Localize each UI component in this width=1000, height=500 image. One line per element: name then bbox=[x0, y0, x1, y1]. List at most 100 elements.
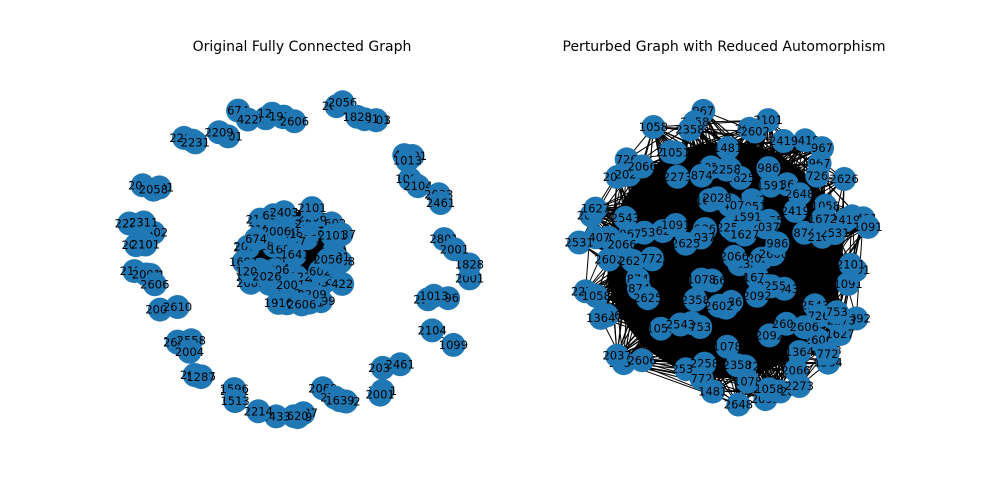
node-label: 2101 bbox=[297, 201, 326, 215]
node-label: 1364 bbox=[785, 345, 814, 359]
node-label: 422 bbox=[331, 277, 353, 291]
graph-node: 772 bbox=[815, 341, 840, 366]
node-label: 1828 bbox=[343, 110, 372, 124]
node-label: 1627 bbox=[581, 202, 610, 216]
node-label: 2273 bbox=[663, 170, 692, 184]
graph-node bbox=[183, 130, 208, 155]
graph-node bbox=[289, 292, 314, 317]
graph-node-core: 422 bbox=[330, 271, 355, 296]
graph-node-core: 2101 bbox=[318, 223, 347, 248]
graph-node bbox=[207, 120, 231, 145]
graph-node bbox=[272, 200, 297, 225]
node-label: 1513 bbox=[220, 394, 249, 408]
node-label: 2101 bbox=[318, 228, 347, 242]
graph-node-outer: 2610 bbox=[163, 295, 192, 319]
node-label: 1058 bbox=[582, 289, 611, 303]
graph-node bbox=[316, 247, 340, 272]
graph-node bbox=[420, 318, 445, 343]
graph-node-core: 674 bbox=[244, 227, 269, 251]
panel-perturbed-graph: Perturbed Graph with Reduced Automorphis… bbox=[563, 39, 886, 417]
node-label: 2056 bbox=[328, 95, 357, 109]
graph-node-outer: 2001 bbox=[365, 382, 395, 407]
node-label: 2214 bbox=[244, 404, 273, 418]
graph-node: 986 bbox=[765, 231, 790, 256]
graph-node bbox=[282, 109, 307, 134]
node-label: 2626 bbox=[830, 172, 859, 186]
graph-node-outer: 1287 bbox=[186, 365, 216, 390]
node-label: 2004 bbox=[175, 345, 204, 359]
node-label: 1091 bbox=[853, 220, 882, 234]
node-label: 1078 bbox=[713, 340, 742, 354]
panel-title-perturbed: Perturbed Graph with Reduced Automorphis… bbox=[563, 39, 886, 55]
node-label: 2001 bbox=[440, 242, 469, 256]
node-label: 2273 bbox=[785, 379, 814, 393]
node-label: 1013 bbox=[419, 289, 448, 303]
graph-node bbox=[368, 382, 393, 407]
graph-node-outer: 2606 bbox=[140, 272, 169, 297]
node-label: 2606 bbox=[140, 277, 169, 291]
node-label: 2531 bbox=[564, 236, 593, 250]
graph-node-outer: 2004 bbox=[175, 339, 204, 364]
node-label: 874 bbox=[691, 169, 713, 183]
node-label: 772 bbox=[817, 347, 839, 361]
node-label: 1481 bbox=[713, 141, 742, 155]
graph-node-core: 2101 bbox=[297, 196, 327, 221]
graph-node bbox=[165, 295, 190, 319]
node-label: 2403 bbox=[270, 205, 299, 219]
node-label: 2311 bbox=[129, 216, 158, 230]
node-label: 2461 bbox=[426, 196, 455, 210]
node-label: 1627 bbox=[730, 228, 759, 242]
node-label: 2648 bbox=[724, 398, 753, 412]
node-label: 2028 bbox=[703, 191, 732, 205]
node-label: 674 bbox=[245, 232, 267, 246]
graph-node-outer: 1013 bbox=[419, 283, 449, 308]
node-label: 2058 bbox=[139, 183, 168, 197]
node-label: 1058 bbox=[639, 120, 668, 134]
node-label: 2104 bbox=[418, 323, 447, 337]
node-label: 2610 bbox=[163, 300, 192, 314]
graph-node bbox=[131, 210, 156, 235]
node-label: 2461 bbox=[386, 357, 415, 371]
node-label: 2101 bbox=[836, 258, 865, 272]
node-label: 2625 bbox=[633, 291, 662, 305]
graph-node bbox=[300, 196, 324, 221]
graph-node-core: 2056 bbox=[313, 247, 343, 272]
graph-node-outer: 2214 bbox=[244, 399, 273, 424]
graph-node bbox=[320, 223, 345, 248]
node-label: 2001 bbox=[455, 271, 484, 285]
graph-node bbox=[428, 191, 453, 215]
graph-node-outer: 2001 bbox=[440, 237, 469, 262]
node-label: 1058 bbox=[754, 382, 783, 396]
graph-node-outer: 1013 bbox=[393, 148, 422, 173]
graph-node-outer: 2104 bbox=[403, 174, 433, 199]
node-label: 1481 bbox=[698, 385, 727, 399]
graph-node-outer: 2311 bbox=[129, 210, 158, 235]
node-label: 2606 bbox=[627, 353, 656, 367]
graph-node bbox=[141, 177, 166, 202]
node-label: 2056 bbox=[313, 253, 342, 267]
graph-node bbox=[189, 365, 213, 390]
graph-node-outer: 2606 bbox=[280, 109, 309, 134]
graph-node bbox=[388, 352, 413, 377]
graph-node bbox=[223, 389, 248, 414]
graph-node-outer: 2056 bbox=[328, 90, 357, 115]
node-label: 2258 bbox=[712, 163, 741, 177]
node-label: 1287 bbox=[186, 370, 215, 384]
node-label: 2606 bbox=[280, 114, 309, 128]
node-label: 2419 bbox=[781, 204, 810, 218]
node-label: 772 bbox=[641, 252, 663, 266]
graph-node bbox=[345, 104, 370, 129]
node-label: 2543 bbox=[611, 211, 640, 225]
graph-node-core: 1916 bbox=[264, 290, 293, 315]
graph-node bbox=[406, 174, 430, 199]
node-label: 1639 bbox=[325, 393, 354, 407]
graph-node-outer: 2461 bbox=[386, 352, 415, 377]
graph-node bbox=[278, 272, 303, 297]
node-label: 2231 bbox=[181, 135, 210, 149]
graph-node-outer: 1099 bbox=[439, 332, 468, 357]
node-label: 2037 bbox=[602, 349, 631, 363]
graph-node-outer: 1828 bbox=[343, 104, 372, 129]
graph-node bbox=[235, 107, 260, 132]
graph-node bbox=[282, 404, 306, 429]
node-label: 2092 bbox=[742, 289, 771, 303]
